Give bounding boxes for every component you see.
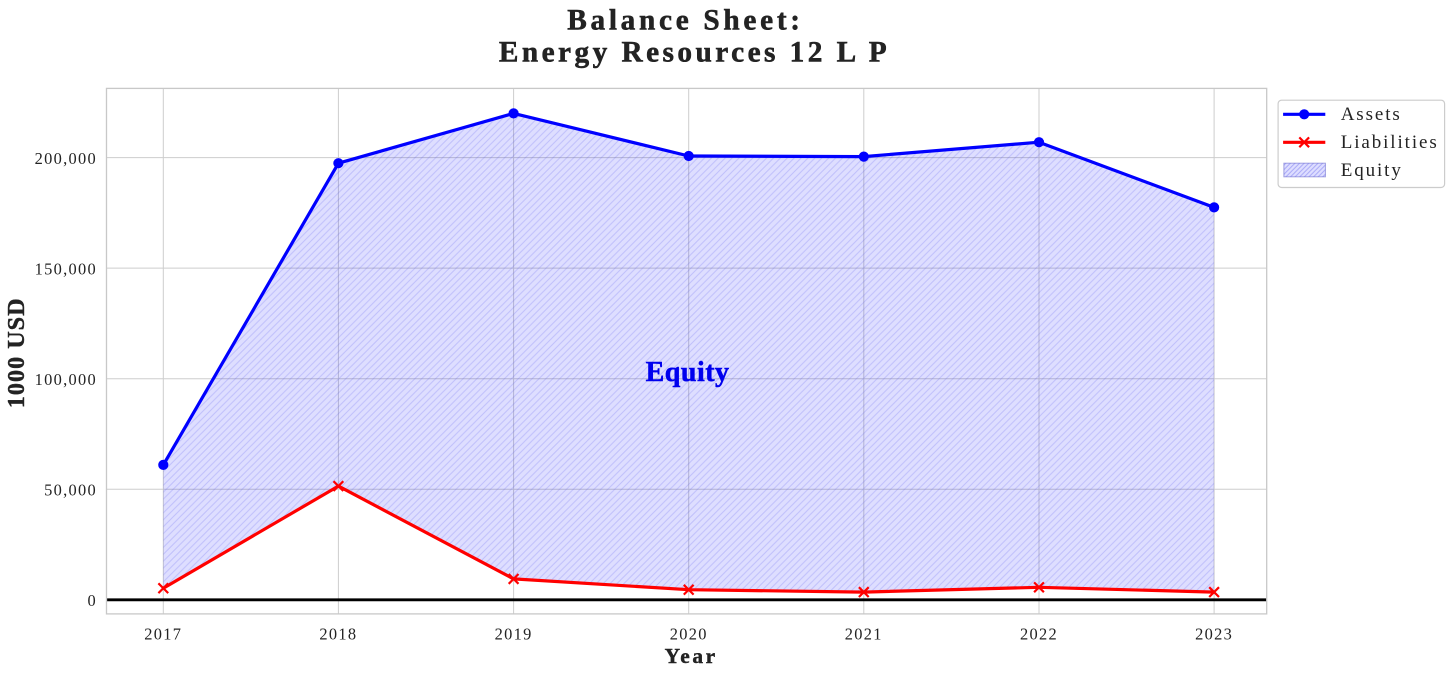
svg-text:Energy Resources 12 L P: Energy Resources 12 L P xyxy=(499,36,890,68)
svg-text:200,000: 200,000 xyxy=(35,149,97,168)
svg-text:100,000: 100,000 xyxy=(35,370,97,389)
svg-text:2020: 2020 xyxy=(670,625,708,644)
svg-text:Assets: Assets xyxy=(1341,104,1402,125)
svg-text:Equity: Equity xyxy=(1341,160,1403,181)
svg-text:2021: 2021 xyxy=(845,625,883,644)
svg-text:50,000: 50,000 xyxy=(44,481,97,500)
svg-text:Liabilities: Liabilities xyxy=(1341,132,1439,153)
svg-text:2022: 2022 xyxy=(1020,625,1058,644)
svg-text:2019: 2019 xyxy=(495,625,533,644)
svg-text:2017: 2017 xyxy=(144,625,182,644)
svg-text:Year: Year xyxy=(665,644,718,668)
svg-text:150,000: 150,000 xyxy=(35,260,97,279)
svg-text:1000 USD: 1000 USD xyxy=(3,297,30,408)
svg-text:Equity: Equity xyxy=(646,357,730,388)
svg-text:2023: 2023 xyxy=(1195,625,1233,644)
svg-text:Balance Sheet:: Balance Sheet: xyxy=(567,5,804,37)
svg-text:0: 0 xyxy=(88,591,98,610)
svg-text:2018: 2018 xyxy=(319,625,357,644)
